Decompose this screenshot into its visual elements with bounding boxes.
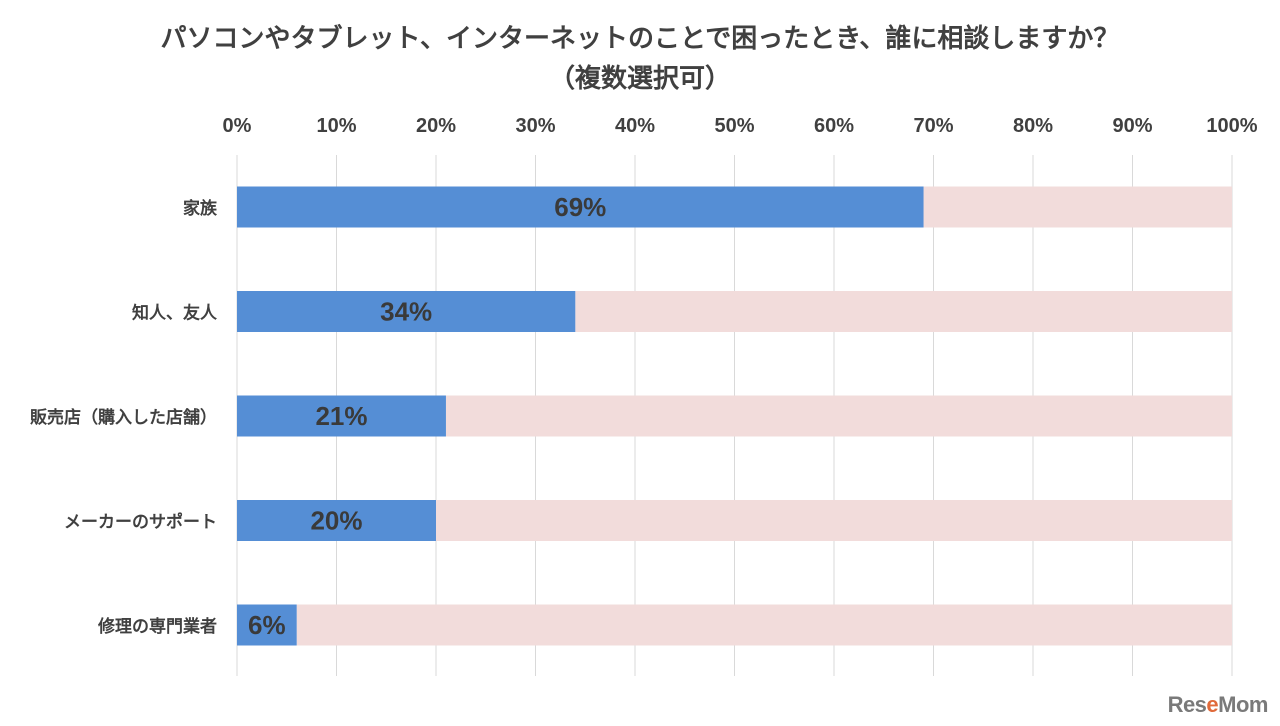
bar [237, 291, 576, 332]
x-tick-label: 30% [515, 115, 555, 137]
data-label: 21% [315, 401, 367, 431]
x-tick-label: 100% [1206, 115, 1257, 137]
bar-remainder [445, 395, 1232, 437]
x-tick-label: 90% [1112, 115, 1152, 137]
bar-remainder [923, 186, 1232, 228]
category-label: 知人、友人 [131, 303, 218, 324]
x-tick-label: 80% [1013, 115, 1053, 137]
data-label: 69% [554, 192, 606, 222]
chart-title-line-2: （複数選択可） [548, 64, 731, 94]
x-tick-label: 60% [814, 115, 854, 137]
x-tick-label: 40% [615, 115, 655, 137]
bar [237, 395, 446, 437]
x-tick-label: 20% [416, 115, 456, 137]
category-label: 家族 [183, 198, 218, 219]
bar [237, 500, 436, 541]
x-tick-label: 50% [714, 115, 754, 137]
x-tick-label: 10% [316, 115, 356, 137]
bar-remainder [575, 291, 1232, 332]
category-label: 販売店（購入した店舗） [30, 407, 217, 428]
category-label: メーカーのサポート [64, 512, 217, 533]
data-label: 6% [248, 610, 286, 640]
bar-remainder [296, 604, 1232, 646]
bar [237, 604, 297, 646]
x-tick-label: 70% [913, 115, 953, 137]
category-label: 修理の専門業者 [97, 616, 217, 637]
bar [237, 186, 924, 228]
x-tick-label: 0% [223, 115, 252, 137]
data-label: 20% [310, 506, 362, 536]
data-label: 34% [380, 297, 432, 327]
resemom-logo: ReseMom [1167, 692, 1269, 717]
chart-title-line-1: パソコンやタブレット、インターネットのことで困ったとき、誰に相談しますか？ [160, 24, 1120, 54]
bar-remainder [436, 500, 1232, 541]
